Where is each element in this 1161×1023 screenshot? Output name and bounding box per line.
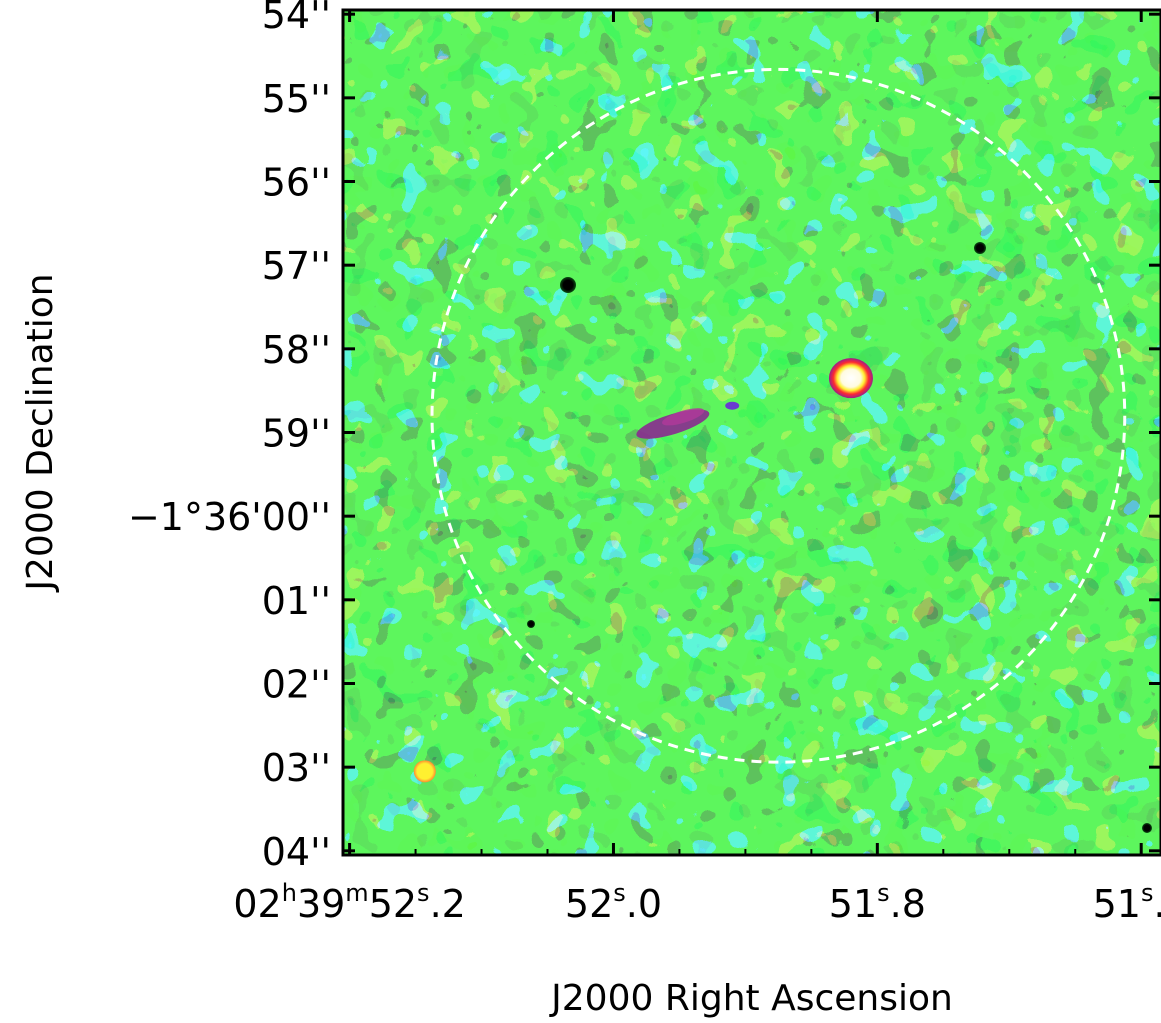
x-axis-ticks: 02h​39m​52s​.2 52s​.0 51s​.8 51s​.6	[233, 10, 1161, 926]
y-tick-label: −1°36'00''	[128, 495, 331, 539]
source-layer	[413, 358, 873, 783]
y-tick-label: 54''	[262, 0, 331, 37]
faint-compact-source	[725, 401, 740, 410]
dark-spot	[1142, 823, 1152, 833]
bright-compact-source	[828, 358, 873, 399]
y-tick-label: 57''	[262, 244, 331, 288]
dark-spot	[560, 277, 576, 293]
y-axis-title: J2000 Declination	[20, 273, 61, 592]
image-noise-texture	[343, 10, 1161, 855]
y-tick-label: 01''	[262, 579, 331, 623]
x-tick-label: 51s​.6	[1093, 879, 1161, 926]
x-tick-label: 51s​.8	[829, 879, 926, 926]
y-tick-label: 55''	[262, 77, 331, 121]
primary-beam-circle	[430, 67, 1127, 764]
x-tick-label: 52s​.0	[565, 879, 662, 926]
dark-spot	[974, 242, 986, 254]
y-tick-label: 58''	[262, 328, 331, 372]
y-tick-label: 04''	[262, 830, 331, 874]
x-tick-label: 02h​39m​52s​.2	[233, 879, 465, 926]
y-tick-label: 03''	[262, 746, 331, 790]
y-axis-ticks: 54'' 55'' 56'' 57'' 58'' 59'' −1°36'00'' 01'' 02…	[128, 0, 1161, 874]
y-tick-label: 59''	[262, 412, 331, 456]
yellow-compact-source	[413, 760, 436, 783]
x-axis-title: J2000 Right Ascension	[549, 978, 953, 1019]
dark-spot	[527, 620, 535, 628]
image-plane	[343, 10, 1161, 855]
y-tick-label: 02''	[262, 662, 331, 706]
y-tick-label: 56''	[262, 161, 331, 205]
extended-source-core	[662, 408, 705, 426]
